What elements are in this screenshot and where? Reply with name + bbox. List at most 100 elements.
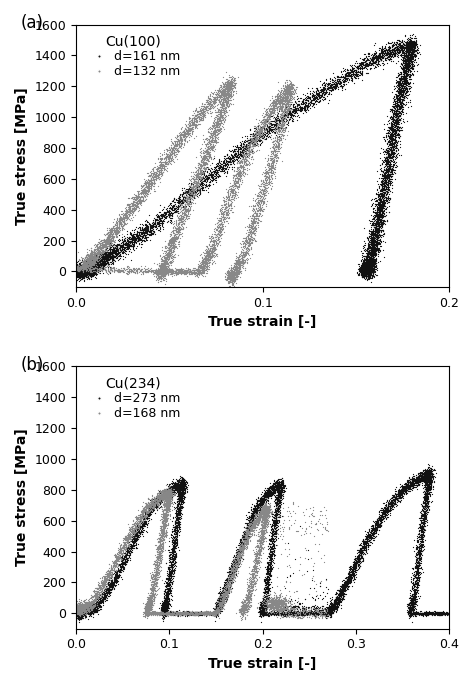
Point <box>199 158 207 169</box>
Point <box>108 229 116 240</box>
Point <box>309 608 317 619</box>
Point <box>258 508 266 519</box>
Point <box>413 477 421 488</box>
Point <box>336 596 344 607</box>
Point <box>142 610 149 621</box>
Point <box>392 58 400 69</box>
Point <box>374 215 382 226</box>
Point <box>259 528 267 539</box>
Point <box>100 239 107 250</box>
Point <box>162 497 170 508</box>
Point <box>162 209 170 220</box>
Point <box>72 604 80 615</box>
Point <box>260 604 268 615</box>
Point <box>336 595 344 606</box>
Point <box>74 604 82 615</box>
Point <box>392 156 400 167</box>
Point <box>225 85 232 96</box>
Point <box>378 201 386 212</box>
Point <box>372 223 379 234</box>
Point <box>381 178 389 189</box>
Point <box>365 214 373 225</box>
Point <box>214 610 221 621</box>
Point <box>395 106 402 117</box>
Point <box>271 104 278 115</box>
Point <box>422 498 430 509</box>
Point <box>276 482 284 493</box>
Point <box>367 263 375 274</box>
Point <box>81 611 89 622</box>
Point <box>109 569 116 580</box>
Point <box>299 608 306 619</box>
Point <box>77 261 85 272</box>
Point <box>407 50 414 61</box>
Point <box>220 84 228 95</box>
Point <box>268 169 276 180</box>
Point <box>124 202 132 213</box>
Point <box>164 495 172 506</box>
Point <box>210 175 217 186</box>
Point <box>375 201 383 212</box>
Point <box>213 121 220 132</box>
Point <box>88 264 96 275</box>
Point <box>183 193 191 204</box>
Point <box>217 208 225 219</box>
Point <box>246 224 253 235</box>
Point <box>340 584 348 595</box>
Point <box>150 591 158 602</box>
Point <box>370 222 378 233</box>
Point <box>198 609 206 620</box>
Point <box>170 564 178 575</box>
Point <box>362 57 369 68</box>
Point <box>274 608 282 619</box>
Point <box>212 604 220 615</box>
Point <box>257 511 264 522</box>
Point <box>400 73 408 84</box>
Point <box>96 253 104 264</box>
Point <box>236 261 244 272</box>
Point <box>165 248 173 259</box>
Point <box>164 489 172 500</box>
Point <box>117 237 125 248</box>
Point <box>237 537 245 548</box>
Point <box>153 267 161 278</box>
Point <box>307 96 314 107</box>
Point <box>208 608 215 619</box>
Point <box>110 242 118 253</box>
Point <box>236 171 244 182</box>
Point <box>282 81 289 92</box>
Point <box>393 109 401 120</box>
Point <box>268 601 276 612</box>
Point <box>126 530 134 541</box>
Point <box>249 134 256 145</box>
Point <box>125 544 133 555</box>
Point <box>281 95 288 106</box>
Point <box>370 261 378 272</box>
Point <box>349 571 357 582</box>
Point <box>285 95 292 106</box>
Point <box>89 253 97 264</box>
Point <box>390 149 397 160</box>
Point <box>354 269 362 280</box>
Point <box>286 81 294 92</box>
Point <box>122 556 129 567</box>
Point <box>86 262 94 273</box>
Point <box>398 51 406 62</box>
Point <box>312 83 319 94</box>
Point <box>302 528 310 539</box>
Point <box>291 84 298 95</box>
Point <box>270 96 277 107</box>
Point <box>343 581 350 592</box>
Point <box>276 491 283 502</box>
Point <box>349 569 357 580</box>
Point <box>359 263 366 274</box>
Point <box>260 604 268 615</box>
Point <box>130 196 138 207</box>
Point <box>250 522 258 533</box>
Point <box>100 246 108 257</box>
Point <box>199 104 206 115</box>
Point <box>230 193 237 204</box>
Point <box>406 608 414 619</box>
Point <box>261 123 269 134</box>
Point <box>369 528 376 539</box>
